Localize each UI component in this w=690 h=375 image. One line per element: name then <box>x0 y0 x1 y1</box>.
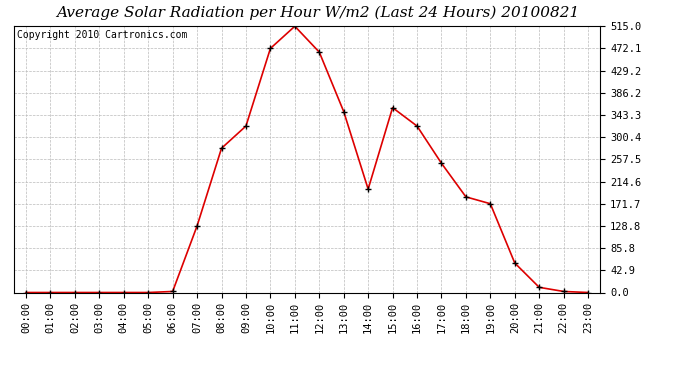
Text: Average Solar Radiation per Hour W/m2 (Last 24 Hours) 20100821: Average Solar Radiation per Hour W/m2 (L… <box>56 6 579 20</box>
Text: Copyright 2010 Cartronics.com: Copyright 2010 Cartronics.com <box>17 30 187 40</box>
